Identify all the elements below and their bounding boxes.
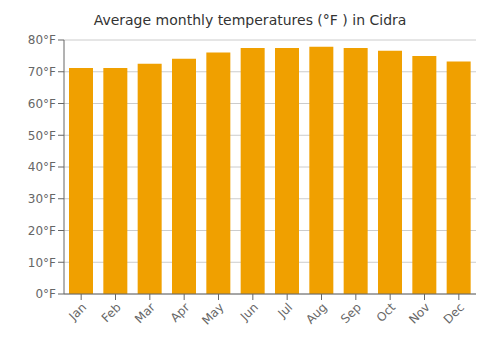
svg-text:0°F: 0°F xyxy=(35,287,56,301)
svg-text:Sep: Sep xyxy=(338,300,364,326)
svg-text:Nov: Nov xyxy=(406,300,432,326)
svg-text:50°F: 50°F xyxy=(28,129,56,143)
svg-text:30°F: 30°F xyxy=(28,192,56,206)
svg-text:May: May xyxy=(199,300,226,327)
svg-text:Oct: Oct xyxy=(374,300,399,325)
svg-text:40°F: 40°F xyxy=(28,160,56,174)
svg-text:Dec: Dec xyxy=(441,300,467,326)
svg-text:Jun: Jun xyxy=(237,300,261,324)
svg-text:Jul: Jul xyxy=(274,300,295,321)
html-text:Average monthly temperatures (: Average monthly temperatures (°F ) in Ci… xyxy=(93,12,407,28)
svg-text:80°F: 80°F xyxy=(28,33,56,47)
svg-text:Jan: Jan xyxy=(66,300,90,324)
svg-text:10°F: 10°F xyxy=(28,256,56,270)
svg-text:60°F: 60°F xyxy=(28,97,56,111)
svg-text:Feb: Feb xyxy=(99,300,124,325)
svg-text:20°F: 20°F xyxy=(28,224,56,238)
svg-text:Mar: Mar xyxy=(132,300,158,326)
svg-text:70°F: 70°F xyxy=(28,65,56,79)
svg-text:Aug: Aug xyxy=(303,300,329,326)
svg-text:Apr: Apr xyxy=(168,300,193,325)
